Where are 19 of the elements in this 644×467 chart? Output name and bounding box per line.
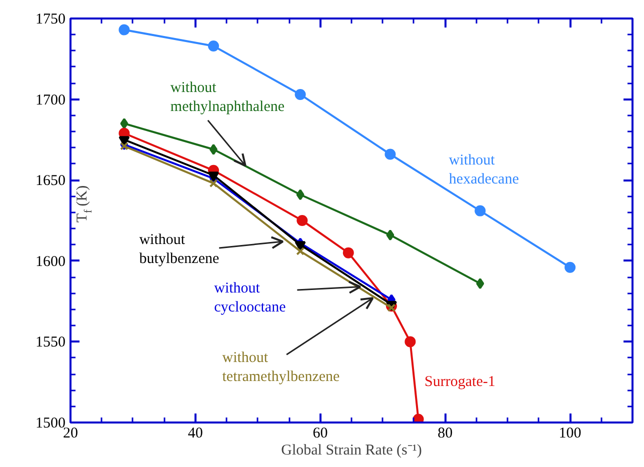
x-tick-label: 80	[438, 426, 453, 442]
y-axis-title: Tf (K)	[74, 185, 94, 222]
text: without butylbenzene	[139, 232, 220, 267]
x-tick-label: 40	[188, 426, 203, 442]
series-label: without methylnaphthalene	[170, 80, 285, 115]
y-tick-label: 1750	[36, 12, 66, 28]
text: without cyclooctane	[214, 280, 286, 316]
y-tick-label: 1650	[36, 173, 66, 190]
y-tick-label: 1550	[36, 334, 66, 351]
series-label: without hexadecane	[448, 152, 520, 188]
x-tick-label: 60	[312, 426, 328, 442]
y-tick-label: 1700	[36, 92, 66, 108]
x-axis-title: Global Strain Rate (s⁻¹)	[281, 442, 422, 458]
x-tick-label: 20	[63, 426, 78, 442]
series-label: Surrogate-1	[424, 374, 496, 390]
y-tick-label: 1600	[36, 254, 66, 270]
y-tick-label: 1500	[36, 416, 66, 432]
text: without tetramethylbenzene	[222, 350, 340, 385]
x-tick-label: 100	[558, 426, 582, 442]
